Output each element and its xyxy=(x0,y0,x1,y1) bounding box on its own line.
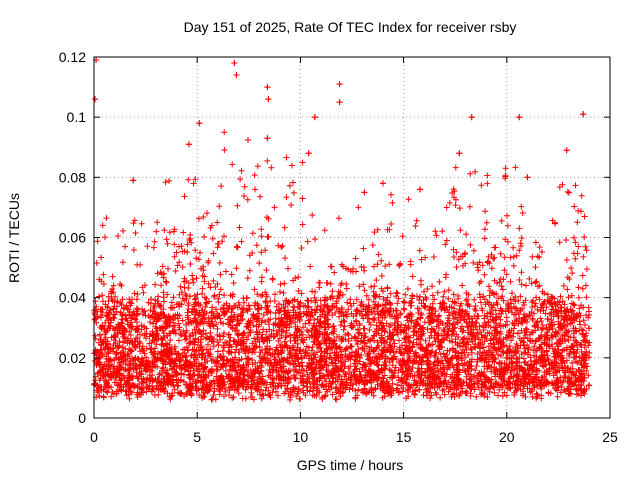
roti-peak-point xyxy=(336,81,343,88)
x-tick-label: 5 xyxy=(193,429,201,445)
roti-peak-point xyxy=(196,120,203,127)
x-tick-label: 0 xyxy=(90,429,98,445)
chart-title: Day 151 of 2025, Rate Of TEC Index for r… xyxy=(184,19,517,35)
roti-peak-point xyxy=(580,111,587,118)
roti-peak-point xyxy=(305,150,312,157)
y-tick-label: 0.1 xyxy=(67,109,87,125)
y-axis-label: ROTI / TECUs xyxy=(6,193,22,283)
ticks-layer: 0 0.02 0.04 0.06 0.08 0.1 0.12 0 5 10 15 20 25 xyxy=(59,49,618,445)
data-points-layer xyxy=(91,57,593,403)
x-tick-label: 10 xyxy=(293,429,309,445)
y-tick-label: 0.06 xyxy=(59,230,86,246)
x-tick-label: 20 xyxy=(499,429,515,445)
roti-peak-point xyxy=(361,189,368,196)
roti-peak-point xyxy=(185,141,192,148)
roti-peak-point xyxy=(456,150,463,157)
roti-peak-point xyxy=(233,72,240,79)
roti-peak-point xyxy=(516,114,523,121)
roti-peak-point xyxy=(311,114,318,121)
roti-peak-point xyxy=(231,60,238,67)
roti-peak-point xyxy=(379,180,386,187)
roti-peak-point xyxy=(130,177,137,184)
y-tick-label: 0.02 xyxy=(59,350,86,366)
roti-peak-point xyxy=(336,99,343,106)
roti-peak-point xyxy=(563,147,570,154)
roti-series-points xyxy=(91,57,593,403)
roti-peak-point xyxy=(468,114,475,121)
roti-peak-point xyxy=(92,96,99,103)
roti-peak-point xyxy=(264,84,271,91)
roti-peak-point xyxy=(265,96,272,103)
y-tick-label: 0.12 xyxy=(59,49,86,65)
x-axis-label: GPS time / hours xyxy=(297,457,404,473)
roti-peak-point xyxy=(417,186,424,193)
y-tick-label: 0.08 xyxy=(59,169,86,185)
x-tick-label: 25 xyxy=(602,429,618,445)
y-tick-label: 0 xyxy=(78,410,86,426)
roti-peak-point xyxy=(264,135,271,142)
roti-peak-point xyxy=(524,174,531,181)
x-tick-label: 15 xyxy=(396,429,412,445)
y-tick-label: 0.04 xyxy=(59,290,86,306)
